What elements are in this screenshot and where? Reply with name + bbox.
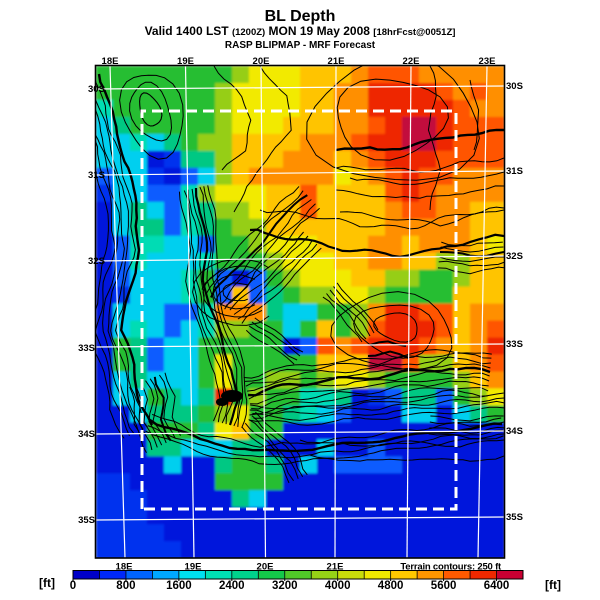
svg-text:800: 800 [116, 580, 135, 592]
svg-text:20E: 20E [257, 562, 274, 573]
svg-text:22E: 22E [403, 56, 420, 67]
svg-text:35S: 35S [506, 512, 523, 523]
svg-text:4800: 4800 [378, 580, 404, 592]
svg-text:6400: 6400 [484, 580, 510, 592]
svg-text:Terrain contours: 250 ft: Terrain contours: 250 ft [400, 562, 502, 573]
svg-text:32S: 32S [506, 251, 523, 262]
svg-text:31S: 31S [88, 170, 105, 181]
svg-text:20E: 20E [253, 56, 270, 67]
svg-text:Valid 1400 LST (1200Z) MON 19: Valid 1400 LST (1200Z) MON 19 May 2008 [… [145, 24, 456, 38]
svg-text:33S: 33S [78, 343, 95, 354]
svg-text:1600: 1600 [166, 580, 192, 592]
svg-text:34S: 34S [506, 426, 523, 437]
svg-text:33S: 33S [506, 339, 523, 350]
svg-text:34S: 34S [78, 429, 95, 440]
svg-text:30S: 30S [506, 81, 523, 92]
svg-text:35S: 35S [78, 515, 95, 526]
svg-text:[ft]: [ft] [39, 576, 55, 590]
svg-text:5600: 5600 [431, 580, 457, 592]
svg-text:BL Depth: BL Depth [265, 8, 336, 25]
svg-text:0: 0 [70, 580, 76, 592]
svg-text:21E: 21E [328, 56, 345, 67]
svg-text:19E: 19E [185, 562, 202, 573]
svg-text:21E: 21E [327, 562, 344, 573]
svg-text:32S: 32S [88, 256, 105, 267]
svg-text:RASP BLIPMAP - MRF Forecast: RASP BLIPMAP - MRF Forecast [225, 40, 376, 51]
svg-text:30S: 30S [88, 84, 105, 95]
svg-text:18E: 18E [116, 562, 133, 573]
svg-text:18E: 18E [102, 56, 119, 67]
svg-text:2400: 2400 [219, 580, 245, 592]
svg-text:23E: 23E [479, 56, 496, 67]
svg-text:31S: 31S [506, 166, 523, 177]
svg-text:3200: 3200 [272, 580, 298, 592]
svg-text:19E: 19E [177, 56, 194, 67]
svg-text:4000: 4000 [325, 580, 351, 592]
svg-text:[ft]: [ft] [545, 578, 561, 592]
